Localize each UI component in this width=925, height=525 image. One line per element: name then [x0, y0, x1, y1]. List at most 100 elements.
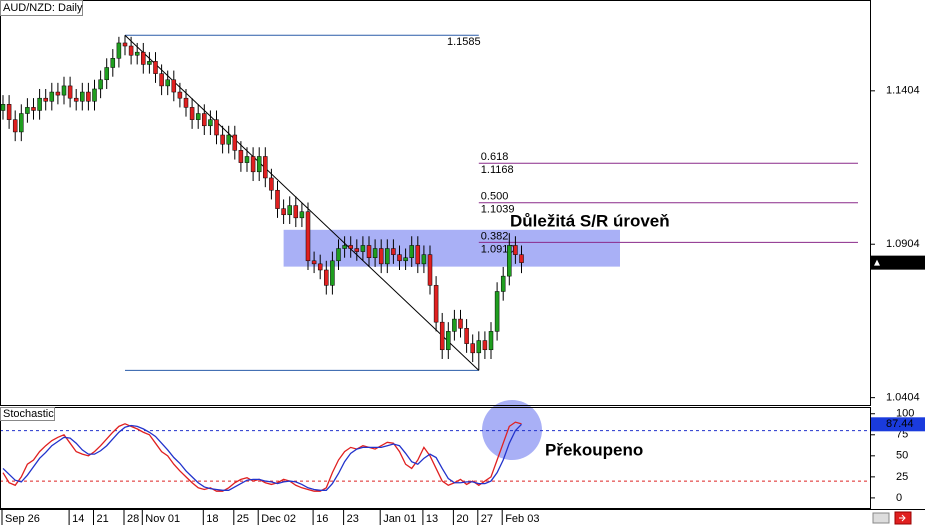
x-tick-label: 18: [206, 513, 218, 525]
candle-body: [427, 254, 433, 286]
x-tick-label: 27: [481, 513, 493, 525]
title-box: [0, 0, 83, 16]
fib-price: 1.1039: [481, 204, 515, 216]
candle-body: [507, 245, 512, 277]
fib-price: 1.1168: [481, 164, 514, 176]
y-tick-label: 0: [896, 492, 902, 504]
y-tick-label: 50: [896, 450, 908, 462]
candle-body: [342, 245, 347, 249]
stochastic-line: [2, 421, 522, 492]
candle-body: [73, 97, 79, 102]
candle-body: [330, 260, 335, 286]
candle-body: [232, 134, 238, 151]
fib-ratio: 0.382: [481, 230, 509, 242]
x-tick-label: Dec 02: [261, 513, 296, 525]
candle-body: [80, 91, 85, 102]
candle-body: [324, 269, 329, 286]
candle-body: [67, 85, 73, 99]
candle-body: [43, 97, 48, 102]
candle-body: [263, 156, 268, 179]
candle-body: [256, 156, 262, 173]
candle-body: [147, 61, 152, 65]
chart-title: AUD/NZD: Daily: [3, 2, 83, 14]
candle-body: [177, 91, 183, 99]
x-tick-label: 14: [72, 513, 84, 525]
candle-body: [415, 245, 421, 265]
candle-body: [238, 150, 244, 163]
candle-body: [366, 245, 372, 258]
candle-body: [171, 79, 177, 93]
pane-title: Stochastic: [3, 408, 54, 420]
x-tick-label: Sep 26: [5, 513, 40, 525]
stochastic-line: [2, 423, 522, 491]
candle-body: [293, 205, 299, 219]
candle-body: [25, 107, 30, 114]
fib-ratio: 0.500: [481, 191, 509, 203]
x-tick-label: 25: [237, 513, 249, 525]
stochastic-pane-border: [0, 407, 871, 509]
candle-body: [421, 254, 427, 265]
candle-body: [226, 134, 231, 145]
candle-body: [482, 340, 488, 351]
candle-body: [12, 119, 18, 133]
candle-body: [0, 104, 6, 111]
fib-ratio: 0.618: [481, 151, 509, 163]
candle-body: [317, 263, 323, 271]
candle-body: [122, 42, 128, 47]
last-price-label: 1.0844: [886, 257, 920, 269]
candle-body: [86, 91, 91, 102]
candle-body: [519, 254, 524, 263]
x-tick-label: 23: [347, 513, 359, 525]
candle-body: [470, 343, 475, 354]
candle-body: [397, 254, 402, 262]
candle-body: [336, 248, 341, 262]
candle-body: [244, 156, 250, 163]
pane-title-box: [0, 407, 55, 421]
x-tick-label: 13: [426, 513, 438, 525]
x-tick-label: Jan 01: [383, 513, 416, 525]
candle-body: [183, 97, 189, 108]
candle-body: [433, 285, 439, 323]
main-pane-border: [0, 0, 871, 406]
y-tick-label: 25: [896, 471, 908, 483]
candle-body: [476, 340, 482, 354]
annotation: Překoupeno: [545, 440, 643, 459]
highlight-circle: [482, 400, 542, 460]
candle-body: [403, 257, 408, 262]
candle-body: [385, 248, 390, 265]
candle-body: [208, 119, 213, 127]
x-tick-label: 20: [456, 513, 468, 525]
candle-body: [165, 79, 170, 87]
candle-body: [439, 321, 445, 351]
fib-price: 1.0910: [481, 243, 515, 255]
last-price-box: [871, 255, 925, 270]
candle-body: [214, 119, 219, 136]
candle-body: [348, 245, 353, 249]
candle-body: [202, 113, 207, 127]
candle-body: [494, 291, 500, 332]
candle-body: [446, 331, 451, 351]
candle-body: [311, 260, 317, 265]
candle-body: [153, 61, 158, 74]
candle-body: [488, 331, 494, 351]
last-price-arrow: [874, 259, 880, 266]
candle-body: [378, 248, 384, 265]
candle-body: [287, 205, 292, 216]
candle-body: [37, 97, 42, 111]
candle-body: [159, 73, 164, 87]
candle-body: [305, 211, 311, 262]
scroll-button[interactable]: [872, 512, 890, 524]
candle-body: [116, 42, 122, 59]
candle-body: [220, 134, 225, 145]
candle-body: [92, 88, 97, 102]
candle-body: [104, 67, 109, 81]
candle-body: [269, 177, 274, 191]
last-value-box: [871, 417, 925, 432]
x-tick-label: Nov 01: [145, 513, 180, 525]
candle-body: [128, 45, 134, 56]
candle-body: [281, 208, 286, 216]
candle-body: [195, 113, 201, 120]
